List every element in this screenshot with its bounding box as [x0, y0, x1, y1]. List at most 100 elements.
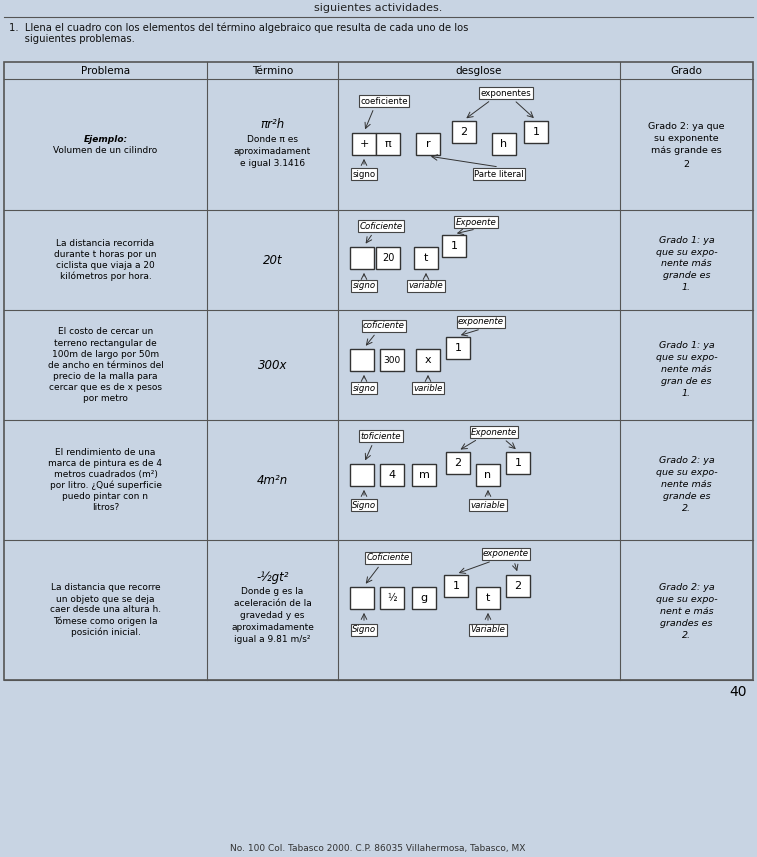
- Text: su exponente: su exponente: [654, 134, 719, 143]
- Bar: [476, 587, 500, 609]
- Bar: [412, 464, 436, 486]
- Text: Donde π es: Donde π es: [247, 135, 298, 144]
- Text: x: x: [425, 355, 431, 365]
- Text: 100m de largo por 50m: 100m de largo por 50m: [52, 350, 159, 358]
- Bar: [414, 247, 438, 269]
- Text: n: n: [484, 470, 491, 480]
- Text: más grande es: más grande es: [651, 146, 722, 155]
- Bar: [492, 133, 516, 155]
- Text: Grado 2: ya: Grado 2: ya: [659, 584, 715, 592]
- Bar: [350, 464, 374, 486]
- Text: nente más: nente más: [661, 480, 712, 488]
- Text: 2: 2: [460, 127, 468, 137]
- Text: litros?: litros?: [92, 503, 119, 512]
- Text: Grado: Grado: [671, 65, 702, 75]
- Text: un objeto que se deja: un objeto que se deja: [56, 595, 154, 603]
- Bar: [350, 587, 374, 609]
- Text: 1.: 1.: [682, 284, 691, 292]
- Text: El costo de cercar un: El costo de cercar un: [58, 327, 153, 337]
- Bar: [416, 133, 440, 155]
- Text: 4: 4: [388, 470, 396, 480]
- Text: gran de es: gran de es: [662, 376, 712, 386]
- Text: siguientes actividades.: siguientes actividades.: [314, 3, 442, 13]
- Text: 2: 2: [684, 160, 690, 169]
- Text: 1: 1: [453, 581, 459, 591]
- Text: que su expo-: que su expo-: [656, 596, 718, 604]
- Bar: [446, 337, 470, 359]
- Text: que su expo-: que su expo-: [656, 248, 718, 256]
- Text: Coficiente: Coficiente: [366, 554, 410, 562]
- Text: marca de pintura es de 4: marca de pintura es de 4: [48, 459, 163, 468]
- Text: 1: 1: [450, 241, 457, 251]
- Text: posición inicial.: posición inicial.: [70, 627, 141, 637]
- Text: terreno rectangular de: terreno rectangular de: [54, 339, 157, 347]
- Text: t: t: [424, 253, 428, 263]
- Text: varible: varible: [413, 383, 443, 393]
- Bar: [412, 587, 436, 609]
- Bar: [380, 587, 404, 609]
- Text: h: h: [500, 139, 507, 149]
- Text: Grado 2: ya que: Grado 2: ya que: [648, 122, 724, 131]
- Text: r: r: [425, 139, 430, 149]
- Text: Grado 1: ya: Grado 1: ya: [659, 236, 715, 244]
- Bar: [444, 575, 468, 597]
- Text: πr²h: πr²h: [260, 118, 285, 131]
- Text: 1.  Llena el cuadro con los elementos del término algebraico que resulta de cada: 1. Llena el cuadro con los elementos del…: [9, 22, 469, 33]
- Text: ciclista que viaja a 20: ciclista que viaja a 20: [56, 261, 155, 270]
- Bar: [376, 247, 400, 269]
- Text: 2: 2: [515, 581, 522, 591]
- Text: cercar que es de x pesos: cercar que es de x pesos: [49, 382, 162, 392]
- Text: durante t horas por un: durante t horas por un: [55, 250, 157, 259]
- Bar: [416, 349, 440, 371]
- Text: exponentes: exponentes: [481, 88, 531, 98]
- Text: 4m²n: 4m²n: [257, 474, 288, 487]
- Text: Ejemplo:: Ejemplo:: [83, 135, 128, 143]
- Text: aceleración de la: aceleración de la: [234, 600, 311, 608]
- Text: metros cuadrados (m²): metros cuadrados (m²): [54, 470, 157, 479]
- Text: 1: 1: [532, 127, 540, 137]
- Bar: [442, 235, 466, 257]
- Text: La distancia recorrida: La distancia recorrida: [57, 239, 154, 248]
- Text: 2.: 2.: [682, 632, 691, 640]
- Text: ½: ½: [388, 593, 397, 603]
- Text: e igual 3.1416: e igual 3.1416: [240, 159, 305, 168]
- Bar: [350, 247, 374, 269]
- Text: No. 100 Col. Tabasco 2000. C.P. 86035 Villahermosa, Tabasco, MX: No. 100 Col. Tabasco 2000. C.P. 86035 Vi…: [230, 843, 525, 853]
- Bar: [506, 452, 530, 474]
- Text: signo: signo: [353, 170, 375, 178]
- Text: 1.: 1.: [682, 388, 691, 398]
- Text: 300x: 300x: [257, 358, 287, 371]
- Text: Donde g es la: Donde g es la: [241, 588, 304, 596]
- Text: coficiente: coficiente: [363, 321, 405, 331]
- Text: aproximadament: aproximadament: [234, 147, 311, 156]
- Text: 20: 20: [382, 253, 394, 263]
- Text: toficiente: toficiente: [361, 432, 401, 440]
- Bar: [352, 133, 376, 155]
- Text: por metro: por metro: [83, 393, 128, 403]
- Text: 1: 1: [454, 343, 462, 353]
- Text: exponente: exponente: [483, 549, 529, 559]
- Text: -½gt²: -½gt²: [257, 571, 288, 584]
- Bar: [446, 452, 470, 474]
- Text: m: m: [419, 470, 429, 480]
- Text: de ancho en términos del: de ancho en términos del: [48, 361, 164, 369]
- Text: Expoente: Expoente: [456, 218, 497, 226]
- Text: Variable: Variable: [471, 626, 506, 634]
- Text: por litro. ¿Qué superficie: por litro. ¿Qué superficie: [49, 481, 161, 490]
- Text: que su expo-: que su expo-: [656, 352, 718, 362]
- Text: Parte literal: Parte literal: [474, 170, 524, 178]
- Text: precio de la malla para: precio de la malla para: [53, 371, 157, 381]
- Text: grandes es: grandes es: [660, 620, 713, 628]
- Text: +: +: [360, 139, 369, 149]
- Text: La distancia que recorre: La distancia que recorre: [51, 584, 160, 592]
- Text: desglose: desglose: [456, 65, 502, 75]
- Bar: [350, 349, 374, 371]
- Text: exponente: exponente: [458, 317, 504, 327]
- Bar: [452, 121, 476, 143]
- Text: grande es: grande es: [662, 492, 710, 500]
- Text: 2.: 2.: [682, 504, 691, 512]
- Text: Grado 2: ya: Grado 2: ya: [659, 456, 715, 464]
- Text: que su expo-: que su expo-: [656, 468, 718, 476]
- Text: Coficiente: Coficiente: [360, 221, 403, 231]
- Bar: [476, 464, 500, 486]
